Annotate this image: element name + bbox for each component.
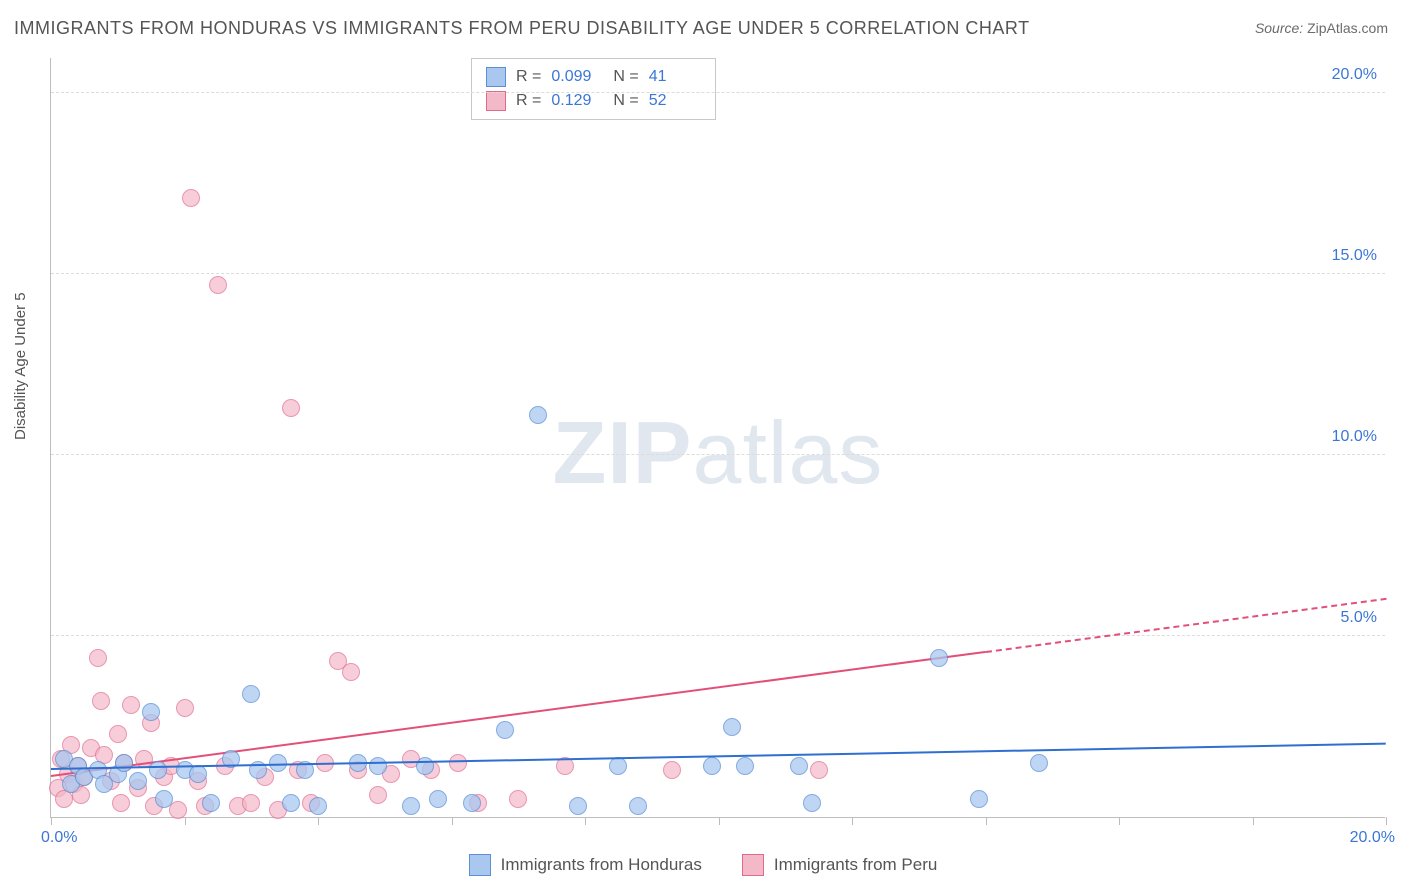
- data-point-peru: [112, 794, 130, 812]
- data-point-honduras: [369, 757, 387, 775]
- n-value-peru: 52: [649, 92, 701, 110]
- x-tick: [986, 817, 987, 825]
- y-tick-label: 10.0%: [1332, 428, 1377, 446]
- data-point-honduras: [309, 797, 327, 815]
- data-point-honduras: [703, 757, 721, 775]
- r-label: R =: [516, 92, 541, 110]
- y-tick-label: 15.0%: [1332, 247, 1377, 265]
- source-name: ZipAtlas.com: [1307, 20, 1388, 36]
- data-point-peru: [663, 761, 681, 779]
- watermark-zip: ZIP: [553, 403, 693, 502]
- x-tick: [185, 817, 186, 825]
- data-point-honduras: [129, 772, 147, 790]
- data-point-honduras: [155, 790, 173, 808]
- data-point-honduras: [402, 797, 420, 815]
- legend-label-peru: Immigrants from Peru: [774, 855, 937, 875]
- data-point-honduras: [429, 790, 447, 808]
- x-tick: [719, 817, 720, 825]
- series-legend: Immigrants from Honduras Immigrants from…: [0, 854, 1406, 876]
- gridline: [51, 273, 1385, 274]
- x-tick-label: 20.0%: [1350, 829, 1395, 847]
- data-point-peru: [369, 786, 387, 804]
- data-point-honduras: [242, 685, 260, 703]
- data-point-peru: [449, 754, 467, 772]
- gridline: [51, 635, 1385, 636]
- data-point-peru: [176, 699, 194, 717]
- data-point-peru: [89, 649, 107, 667]
- n-label: N =: [613, 68, 638, 86]
- data-point-honduras: [569, 797, 587, 815]
- r-value-honduras: 0.099: [551, 68, 603, 86]
- x-tick: [852, 817, 853, 825]
- data-point-honduras: [803, 794, 821, 812]
- data-point-honduras: [723, 718, 741, 736]
- data-point-honduras: [149, 761, 167, 779]
- legend-swatch-peru: [742, 854, 764, 876]
- gridline: [51, 92, 1385, 93]
- data-point-peru: [342, 663, 360, 681]
- x-tick: [318, 817, 319, 825]
- source-attribution: Source: ZipAtlas.com: [1255, 20, 1388, 36]
- data-point-honduras: [970, 790, 988, 808]
- x-tick: [51, 817, 52, 825]
- x-tick: [1119, 817, 1120, 825]
- data-point-honduras: [202, 794, 220, 812]
- data-point-honduras: [1030, 754, 1048, 772]
- legend-swatch-peru: [486, 91, 506, 111]
- data-point-honduras: [282, 794, 300, 812]
- data-point-peru: [810, 761, 828, 779]
- x-tick-label: 0.0%: [41, 829, 77, 847]
- y-tick-label: 20.0%: [1332, 66, 1377, 84]
- legend-label-honduras: Immigrants from Honduras: [501, 855, 702, 875]
- data-point-peru: [122, 696, 140, 714]
- data-point-honduras: [930, 649, 948, 667]
- trend-line-peru: [985, 598, 1386, 653]
- data-point-peru: [209, 276, 227, 294]
- r-label: R =: [516, 68, 541, 86]
- legend-swatch-honduras: [486, 67, 506, 87]
- chart-title: IMMIGRANTS FROM HONDURAS VS IMMIGRANTS F…: [14, 18, 1030, 39]
- watermark-rest: atlas: [693, 403, 884, 502]
- data-point-honduras: [790, 757, 808, 775]
- correlation-legend: R = 0.099 N = 41 R = 0.129 N = 52: [471, 58, 716, 120]
- x-tick: [1253, 817, 1254, 825]
- scatter-chart: ZIPatlas R = 0.099 N = 41 R = 0.129 N = …: [50, 58, 1385, 818]
- gridline: [51, 454, 1385, 455]
- legend-swatch-honduras: [469, 854, 491, 876]
- n-value-honduras: 41: [649, 68, 701, 86]
- data-point-honduras: [142, 703, 160, 721]
- data-point-honduras: [529, 406, 547, 424]
- legend-item-peru: Immigrants from Peru: [742, 854, 937, 876]
- x-tick: [452, 817, 453, 825]
- legend-item-honduras: Immigrants from Honduras: [469, 854, 702, 876]
- data-point-peru: [282, 399, 300, 417]
- data-point-peru: [509, 790, 527, 808]
- legend-row-honduras: R = 0.099 N = 41: [486, 65, 701, 89]
- data-point-honduras: [609, 757, 627, 775]
- x-tick: [585, 817, 586, 825]
- data-point-peru: [92, 692, 110, 710]
- x-tick: [1386, 817, 1387, 825]
- data-point-honduras: [463, 794, 481, 812]
- data-point-peru: [182, 189, 200, 207]
- data-point-honduras: [736, 757, 754, 775]
- y-tick-label: 5.0%: [1341, 609, 1377, 627]
- source-label: Source:: [1255, 20, 1303, 36]
- data-point-peru: [242, 794, 260, 812]
- data-point-peru: [109, 725, 127, 743]
- data-point-honduras: [629, 797, 647, 815]
- n-label: N =: [613, 92, 638, 110]
- watermark: ZIPatlas: [553, 402, 884, 504]
- data-point-honduras: [115, 754, 133, 772]
- r-value-peru: 0.129: [551, 92, 603, 110]
- data-point-honduras: [496, 721, 514, 739]
- y-axis-label: Disability Age Under 5: [12, 292, 29, 440]
